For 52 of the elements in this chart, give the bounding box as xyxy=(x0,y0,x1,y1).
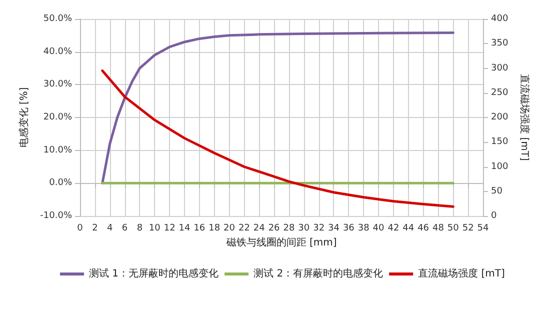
x-tick-label: 18 xyxy=(208,224,220,234)
x-tick-label: 12 xyxy=(164,224,176,234)
x-tick-label: 14 xyxy=(178,224,190,234)
y-tick-label: 40.0% xyxy=(43,46,72,57)
x-tick-label: 24 xyxy=(253,224,266,234)
y2-tick-label: 350 xyxy=(491,38,508,49)
x-tick-label: 0 xyxy=(77,224,84,234)
y2-tick-label: 0 xyxy=(491,211,497,221)
x-tick-label: 34 xyxy=(328,224,340,234)
x-tick-label: 2 xyxy=(92,224,98,234)
x-tick-label: 4 xyxy=(106,224,113,234)
x-tick-label: 52 xyxy=(462,224,474,234)
legend-label: 测试 1：无屏蔽时的电感变化 xyxy=(89,268,219,280)
y-tick-label: 30.0% xyxy=(43,80,72,90)
x-tick-label: 16 xyxy=(194,224,206,234)
x-tick-label: 46 xyxy=(418,224,430,234)
x-tick-label: 30 xyxy=(298,224,310,234)
y2-tick-label: 400 xyxy=(491,14,508,24)
x-tick-label: 26 xyxy=(268,224,280,234)
x-tick-label: 28 xyxy=(283,224,295,234)
y-tick-label: 50.0% xyxy=(43,14,72,24)
y-tick-label: 0.0% xyxy=(49,178,72,188)
x-tick-label: 22 xyxy=(238,224,250,234)
x-axis-title: 磁铁与线圈的间距 [mm] xyxy=(225,236,337,248)
y2-tick-label: 200 xyxy=(491,112,508,122)
x-tick-label: 50 xyxy=(447,224,460,234)
y2-tick-label: 300 xyxy=(491,63,508,74)
x-tick-label: 20 xyxy=(224,224,236,234)
x-tick-label: 8 xyxy=(136,224,143,234)
y-tick-label: 20.0% xyxy=(43,112,72,122)
x-tick-label: 40 xyxy=(372,224,385,234)
line-series xyxy=(101,69,454,208)
y2-tick-label: 150 xyxy=(491,137,508,148)
x-tick-label: 32 xyxy=(313,224,325,234)
y2-tick-label: 100 xyxy=(491,162,508,172)
legend-label: 测试 2：有屏蔽时的电感变化 xyxy=(254,268,384,280)
y-axis-title: 电感变化 [%] xyxy=(18,87,30,148)
y-tick-label: 10.0% xyxy=(43,145,72,156)
y2-tick-label: 50 xyxy=(491,186,503,196)
x-tick-label: 38 xyxy=(358,224,370,234)
x-tick-label: 10 xyxy=(148,224,161,234)
x-tick-label: 36 xyxy=(342,224,355,234)
x-tick-label: 42 xyxy=(388,224,400,234)
y2-tick-label: 250 xyxy=(491,88,508,98)
x-tick-label: 44 xyxy=(402,224,414,234)
line-series xyxy=(101,32,454,184)
x-tick-label: 48 xyxy=(432,224,444,234)
x-tick-label: 54 xyxy=(477,224,489,234)
x-tick-label: 6 xyxy=(122,224,128,234)
y-tick-label: -10.0% xyxy=(40,211,72,221)
y2-axis-title: 直流磁场强度 [mT] xyxy=(518,74,531,162)
legend-label: 直流磁场强度 [mT] xyxy=(418,268,506,280)
